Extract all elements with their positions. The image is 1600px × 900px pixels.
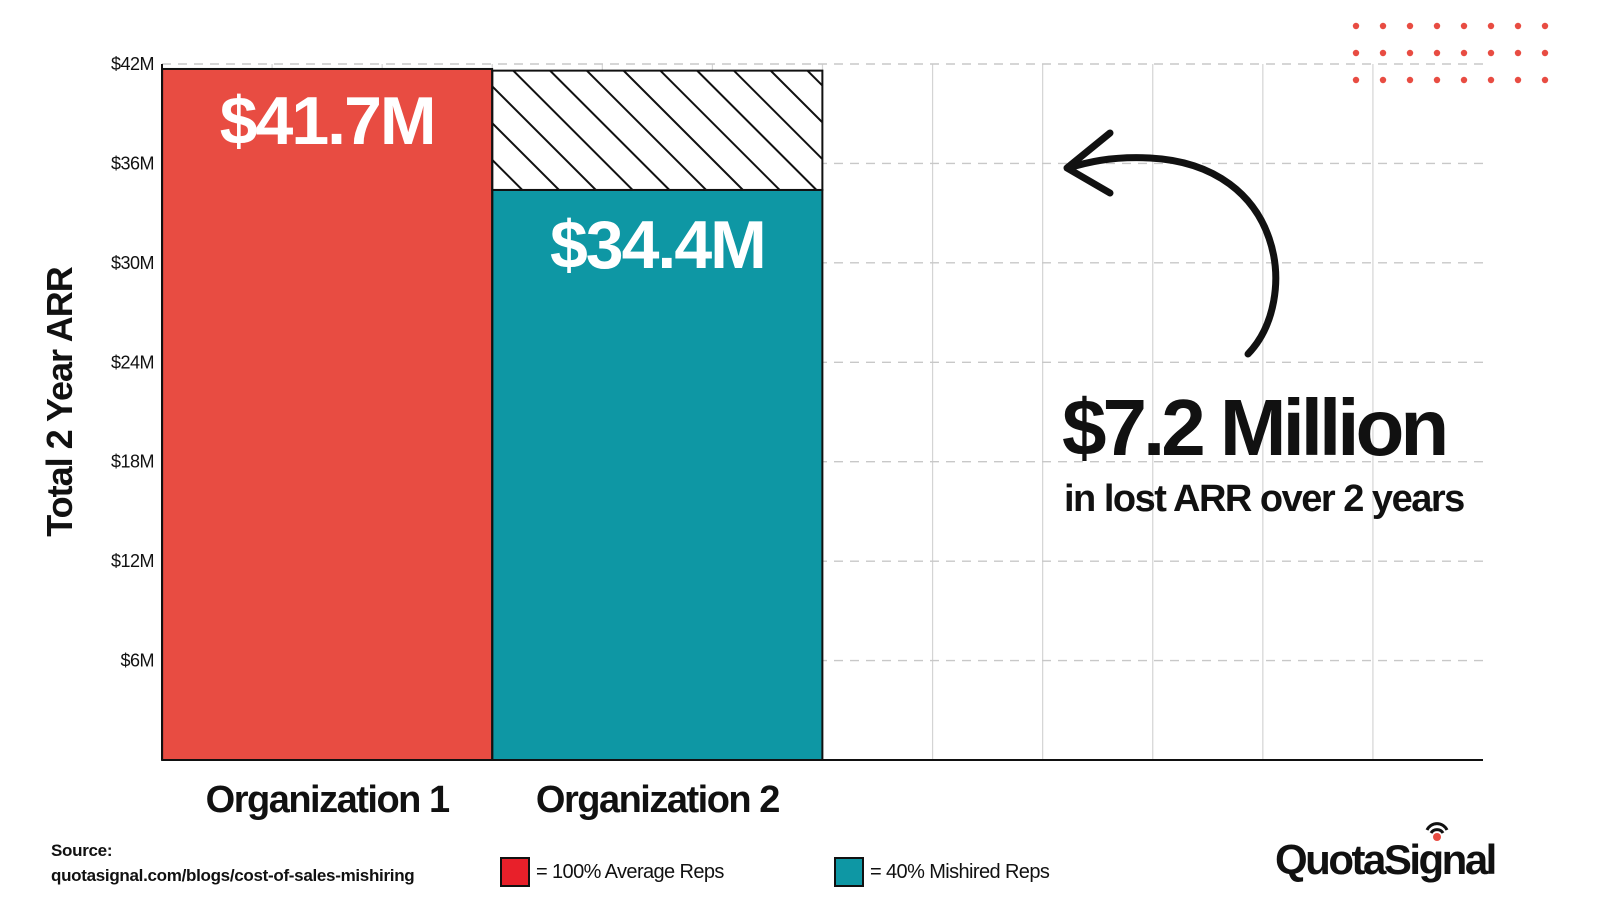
decorative-dot xyxy=(1460,76,1468,84)
legend-item-average-reps: = 100% Average Reps xyxy=(500,856,724,888)
lost-arr-value: $7.2 Million xyxy=(1062,383,1449,472)
y-tick-label: $24M xyxy=(111,352,154,372)
decorative-dot xyxy=(1487,76,1495,84)
legend-label-average-reps: = 100% Average Reps xyxy=(536,860,724,883)
decorative-dot xyxy=(1514,22,1522,30)
source-label: Source: xyxy=(51,841,113,860)
decorative-dot xyxy=(1352,22,1360,30)
y-tick-label: $12M xyxy=(111,551,154,571)
decorative-dot xyxy=(1460,49,1468,57)
source: Source: quotasignal.com/blogs/cost-of-sa… xyxy=(51,838,415,888)
decorative-dot xyxy=(1433,22,1441,30)
decorative-dot xyxy=(1514,49,1522,57)
decorative-dot xyxy=(1433,76,1441,84)
bar-data-label: $41.7M xyxy=(220,83,435,159)
x-category-label: Organization 2 xyxy=(536,779,779,821)
legend-item-mishired-reps: = 40% Mishired Reps xyxy=(834,856,1050,888)
bar xyxy=(161,67,494,761)
arrow xyxy=(1063,129,1280,358)
decorative-dot xyxy=(1406,22,1414,30)
y-tick-label: $18M xyxy=(111,452,154,472)
legend-swatch-teal xyxy=(834,857,864,887)
signal-icon xyxy=(1425,822,1449,841)
decorative-dot xyxy=(1541,49,1549,57)
decorative-dot xyxy=(1352,76,1360,84)
lost-arr-caption: in lost ARR over 2 years xyxy=(1064,478,1465,520)
decorative-dot xyxy=(1541,76,1549,84)
x-category-label: Organization 1 xyxy=(206,779,450,821)
y-tick-label: $30M xyxy=(111,253,154,273)
decorative-dot xyxy=(1379,49,1387,57)
decorative-dot xyxy=(1352,49,1360,57)
decorative-dots xyxy=(1352,22,1549,84)
legend-swatch-red xyxy=(500,857,530,887)
y-tick-label: $42M xyxy=(111,54,154,74)
y-tick-label: $6M xyxy=(120,651,154,671)
y-axis-label: Total 2 Year ARR xyxy=(39,266,80,536)
bars: $41.7M $34.4M xyxy=(161,67,824,761)
decorative-dot xyxy=(1379,76,1387,84)
brand-logo: QuotaSignal xyxy=(1275,836,1497,883)
decorative-dot xyxy=(1379,22,1387,30)
decorative-dot xyxy=(1514,76,1522,84)
y-tick-label: $36M xyxy=(111,153,154,173)
legend-label-mishired-reps: = 40% Mishired Reps xyxy=(870,860,1050,883)
decorative-dot xyxy=(1406,76,1414,84)
decorative-dot xyxy=(1433,49,1441,57)
bar-lost-segment xyxy=(491,69,824,191)
decorative-dot xyxy=(1487,49,1495,57)
decorative-dot xyxy=(1406,49,1414,57)
axes xyxy=(161,64,1483,761)
x-categories: Organization 1 Organization 2 xyxy=(206,779,781,821)
decorative-dot xyxy=(1460,22,1468,30)
decorative-dot xyxy=(1487,22,1495,30)
y-ticks: $6M $12M $18M $24M $30M $36M $42M xyxy=(111,54,155,671)
bar-data-label: $34.4M xyxy=(550,207,765,283)
source-url: quotasignal.com/blogs/cost-of-sales-mish… xyxy=(51,866,415,885)
decorative-dot xyxy=(1541,22,1549,30)
